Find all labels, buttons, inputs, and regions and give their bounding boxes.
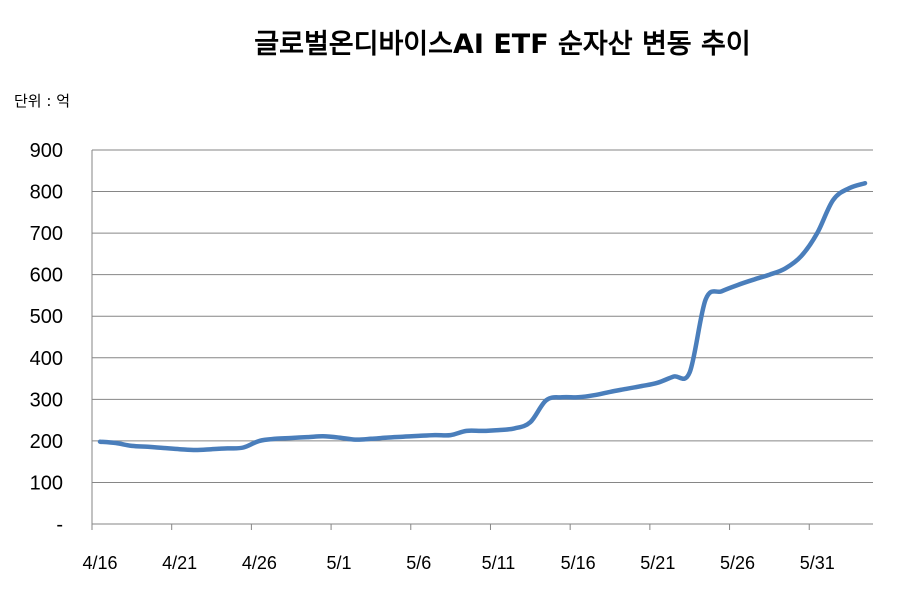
data-point [369, 437, 373, 441]
data-point [815, 231, 819, 235]
data-point [481, 429, 485, 433]
data-point [433, 433, 437, 437]
data-point [194, 448, 198, 452]
unit-label: 단위 : 억 [14, 92, 70, 110]
data-point [321, 434, 325, 438]
y-tick-label: 100 [30, 472, 63, 494]
y-tick-label: 200 [30, 431, 63, 453]
data-point [305, 435, 309, 439]
data-point [401, 435, 405, 439]
data-point [672, 374, 676, 378]
data-point [783, 266, 787, 270]
data-point [608, 390, 612, 394]
data-point [465, 429, 469, 433]
x-tick-label: 4/16 [82, 553, 117, 573]
data-point [799, 254, 803, 258]
x-tick-label: 5/11 [482, 553, 516, 573]
x-tick-label: 5/1 [327, 553, 352, 573]
y-tick-label: 400 [30, 348, 63, 370]
data-point [146, 445, 150, 449]
data-point [449, 433, 453, 437]
data-point [544, 398, 548, 402]
data-point [592, 393, 596, 397]
data-point [353, 438, 357, 442]
data-point [114, 441, 118, 445]
data-point [512, 426, 516, 430]
data-point [98, 440, 102, 444]
data-point [289, 436, 293, 440]
y-tick-label: 700 [30, 223, 63, 245]
y-tick-label: 900 [30, 140, 63, 162]
data-point [496, 428, 500, 432]
data-point [688, 370, 692, 374]
x-tick-label: 4/21 [162, 553, 197, 573]
data-point [130, 444, 134, 448]
data-point [178, 447, 182, 451]
y-tick-label: 300 [30, 389, 63, 411]
data-point [640, 384, 644, 388]
data-point [704, 298, 708, 302]
data-point [241, 446, 245, 450]
x-tick-label: 5/31 [800, 553, 835, 573]
y-tick-label: 800 [30, 182, 63, 204]
x-tick-label: 4/26 [242, 553, 277, 573]
data-point [751, 278, 755, 282]
data-point [656, 381, 660, 385]
y-tick-label: 500 [30, 306, 63, 328]
x-tick-label: 5/16 [561, 553, 596, 573]
y-tick-label: 600 [30, 265, 63, 287]
data-point [863, 181, 867, 185]
data-point [210, 447, 214, 451]
data-point [257, 439, 261, 443]
data-point [767, 273, 771, 277]
x-tick-label: 5/6 [406, 553, 431, 573]
data-point [624, 387, 628, 391]
data-point [337, 436, 341, 440]
data-point [225, 446, 229, 450]
data-point [736, 283, 740, 287]
data-point [576, 395, 580, 399]
data-point [273, 437, 277, 441]
x-tick-label: 5/21 [640, 553, 675, 573]
data-point [847, 186, 851, 190]
x-tick-label: 5/26 [720, 553, 755, 573]
data-point [560, 395, 564, 399]
data-point [385, 436, 389, 440]
data-point [528, 420, 532, 424]
data-point [162, 446, 166, 450]
chart-title: 글로벌온디바이스AI ETF 순자산 변동 추이 [254, 29, 751, 60]
y-tick-label: - [56, 514, 63, 536]
series-line [97, 180, 868, 453]
data-point [417, 434, 421, 438]
data-point [720, 289, 724, 293]
data-point [831, 198, 835, 202]
